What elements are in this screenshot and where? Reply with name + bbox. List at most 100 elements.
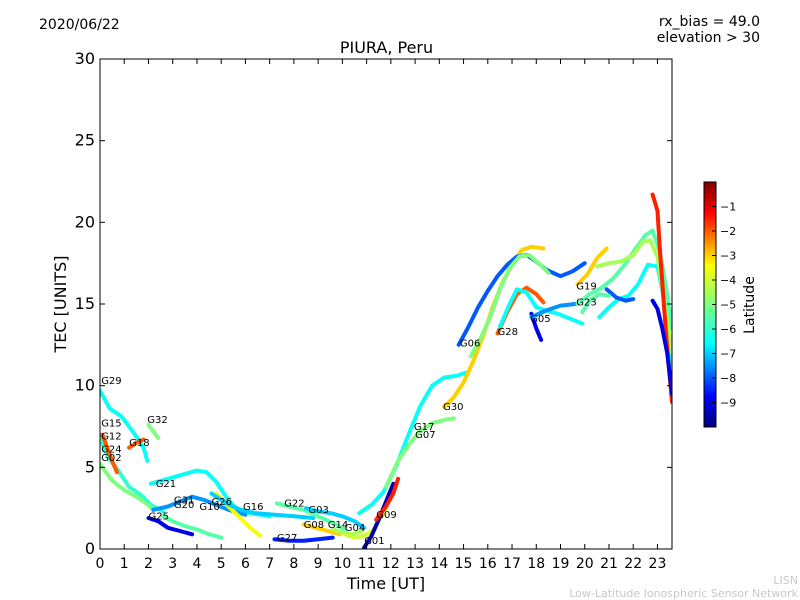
satellite-label-g12: G12 xyxy=(101,432,121,443)
colorbar-tick-label: −9 xyxy=(720,397,736,410)
colorbar-tick-label: −6 xyxy=(720,323,736,336)
x-tick-label: 14 xyxy=(430,556,448,572)
satellite-label-g31: G31 xyxy=(174,495,194,506)
satellite-label-g18: G18 xyxy=(129,438,149,449)
series-g17-20 xyxy=(357,370,468,516)
footer: LISN Low-Latitude Ionospheric Sensor Net… xyxy=(569,574,798,600)
series-g07-21 xyxy=(384,416,456,489)
satellite-label-g01: G01 xyxy=(364,536,384,547)
y-tick-label: 5 xyxy=(85,457,95,476)
satellite-label-g21: G21 xyxy=(156,479,176,490)
satellite-label-g10: G10 xyxy=(199,502,219,513)
series-g10-8 xyxy=(161,514,224,540)
rx-bias-label: rx_bias = 49.0 xyxy=(658,14,760,30)
date-label: 2020/06/22 xyxy=(39,17,120,33)
colorbar-tick-label: −2 xyxy=(720,225,736,238)
colorbar: −1 −2 −3 −4 −5 −6 −7 −8 −9 Latitude xyxy=(703,181,758,428)
satellite-label-g07: G07 xyxy=(415,430,435,441)
x-tick-label: 8 xyxy=(289,556,298,572)
satellite-label-g25: G25 xyxy=(149,512,169,523)
series-g19-28 xyxy=(575,246,609,287)
x-tick-label: 11 xyxy=(358,556,376,572)
series-g16-11 xyxy=(209,491,316,520)
x-tick-label: 4 xyxy=(192,556,201,572)
x-axis: 0 1 2 3 4 5 6 7 8 9 10 11 12 13 14 15 16 17 18 19 20 21 22 23 xyxy=(96,59,667,572)
satellite-label-g28: G28 xyxy=(498,327,518,338)
x-tick-label: 12 xyxy=(382,556,400,572)
series-g28b-25 xyxy=(497,287,585,329)
y-axis-label: TEC [UNITS] xyxy=(51,256,70,354)
satellite-label-g27: G27 xyxy=(277,533,297,544)
y-axis: 0 5 10 15 20 25 30 xyxy=(75,49,672,558)
series-g-early1-35 xyxy=(580,292,611,315)
series-layer xyxy=(100,192,672,549)
colorbar-tick-label: −1 xyxy=(720,201,736,214)
y-tick-label: 25 xyxy=(75,131,95,150)
x-tick-label: 19 xyxy=(552,556,570,572)
satellite-label-g17: G17 xyxy=(414,422,434,433)
series-g20-7 xyxy=(151,494,248,517)
satellite-label-g14: G14 xyxy=(328,520,348,531)
x-tick-label: 10 xyxy=(333,556,351,572)
y-tick-label: 20 xyxy=(75,212,95,231)
series-g05b-27 xyxy=(529,302,578,320)
satellite-label-g04: G04 xyxy=(345,523,365,534)
satellite-label-g24: G24 xyxy=(101,445,121,456)
series-g25-9 xyxy=(146,516,195,537)
x-tick-label: 23 xyxy=(649,556,667,572)
colorbar-label: Latitude xyxy=(742,276,758,334)
series-g08-15 xyxy=(301,522,342,537)
satellite-label-g30: G30 xyxy=(443,402,463,413)
series-g32-5 xyxy=(146,422,161,440)
colorbar-tick-label: −7 xyxy=(720,348,736,361)
satellite-label-g23: G23 xyxy=(576,298,596,309)
y-tick-label: 30 xyxy=(75,49,95,68)
series-g22-12 xyxy=(274,501,347,532)
series-g-late4-33 xyxy=(650,298,672,396)
colorbar-tick-label: −8 xyxy=(720,372,736,385)
x-tick-label: 3 xyxy=(168,556,177,572)
satellite-label-g06: G06 xyxy=(460,339,480,350)
x-tick-label: 2 xyxy=(144,556,153,572)
series-g12-3 xyxy=(100,432,119,475)
x-tick-label: 6 xyxy=(241,556,250,572)
chart-title: PIURA, Peru xyxy=(339,38,434,57)
x-tick-label: 1 xyxy=(120,556,129,572)
satellite-label-g20: G20 xyxy=(174,500,194,511)
series-g18-4 xyxy=(127,437,146,450)
colorbar-tick-label: −5 xyxy=(720,299,736,312)
satellite-label-g03: G03 xyxy=(308,505,328,516)
bias-info: rx_bias = 49.0 elevation > 30 xyxy=(657,14,760,46)
series-g27-14 xyxy=(272,535,335,543)
x-tick-label: 9 xyxy=(314,556,323,572)
colorbar-tick-label: −3 xyxy=(720,250,736,263)
x-tick-label: 22 xyxy=(624,556,642,572)
satellite-label-g08: G08 xyxy=(304,520,324,531)
y-tick-label: 10 xyxy=(75,376,95,395)
x-axis-label: Time [UT] xyxy=(346,574,425,593)
satellite-label-g09: G09 xyxy=(376,510,396,521)
series-g-late5-34 xyxy=(604,287,636,303)
series-g-mid1-36 xyxy=(468,253,551,359)
satellite-label-g02: G02 xyxy=(101,453,121,464)
satellite-label-g05: G05 xyxy=(530,314,550,325)
y-tick-label: 0 xyxy=(85,539,95,558)
x-tick-label: 5 xyxy=(217,556,226,572)
satellite-label-g19: G19 xyxy=(576,281,596,292)
series-g06-23 xyxy=(456,253,587,347)
colorbar-ticks: −1 −2 −3 −4 −5 −6 −7 −8 −9 xyxy=(712,201,736,410)
satellite-label-g32: G32 xyxy=(147,415,167,426)
satellite-label-g16: G16 xyxy=(243,502,263,513)
series-g30-22 xyxy=(442,244,546,409)
series-g15-1 xyxy=(100,435,165,514)
x-tick-label: 17 xyxy=(503,556,521,572)
y-tick-label: 15 xyxy=(75,294,95,313)
x-tick-label: 13 xyxy=(406,556,424,572)
series-g09-19 xyxy=(374,476,401,522)
series-g02-2 xyxy=(100,462,156,512)
satellite-label-g22: G22 xyxy=(284,499,304,510)
x-tick-label: 16 xyxy=(479,556,497,572)
series-g03-13 xyxy=(304,506,367,530)
colorbar-tick-label: −4 xyxy=(720,274,736,287)
